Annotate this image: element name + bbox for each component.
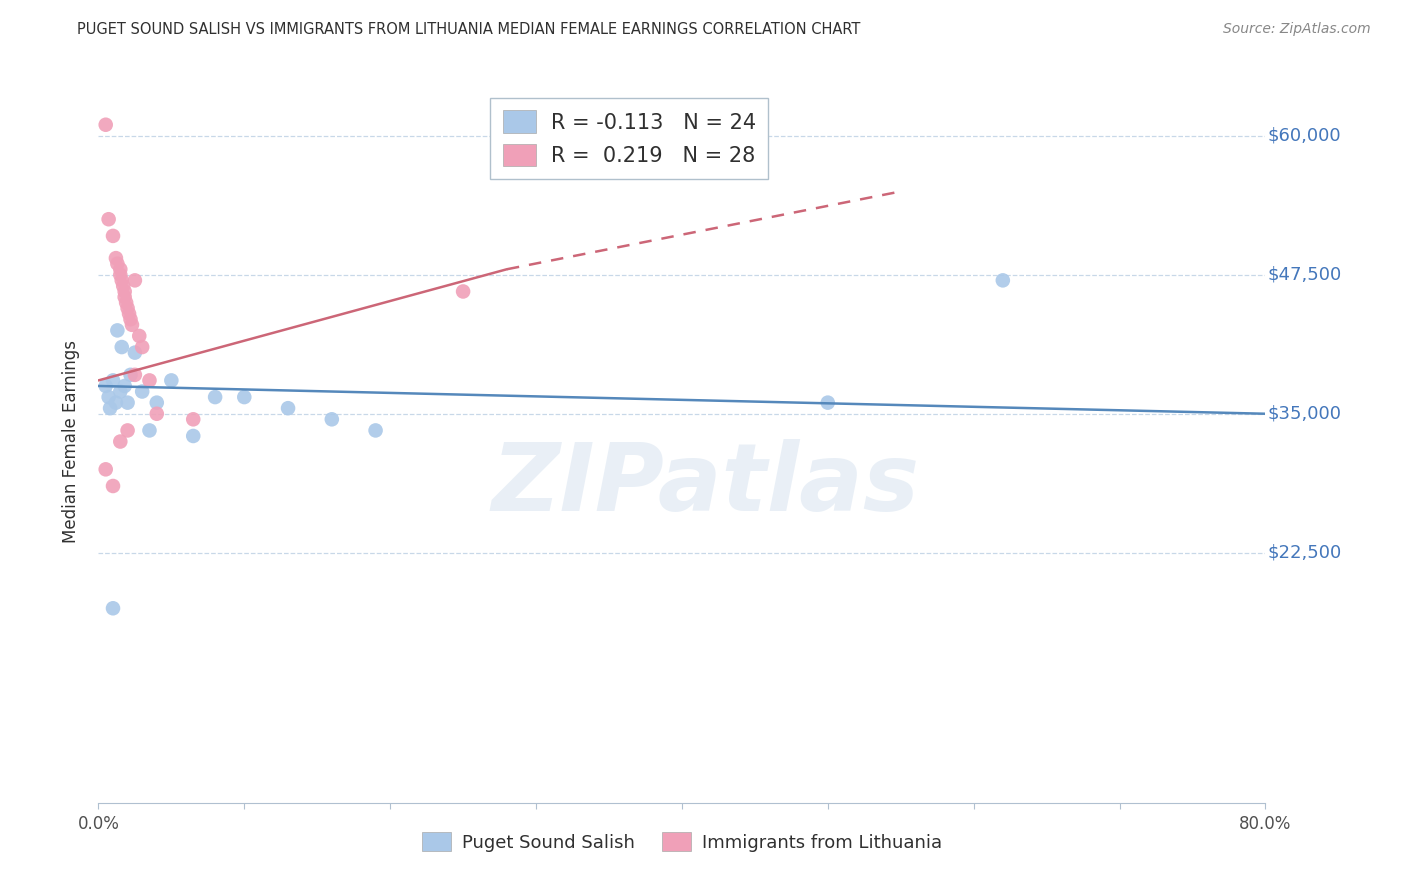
Point bbox=[160, 373, 183, 387]
Point bbox=[111, 340, 134, 354]
Point bbox=[97, 390, 120, 404]
Point bbox=[110, 384, 132, 399]
Point bbox=[115, 295, 138, 310]
Point bbox=[94, 379, 117, 393]
Point bbox=[117, 301, 139, 315]
Point bbox=[364, 424, 387, 438]
Point bbox=[124, 368, 146, 382]
Point bbox=[146, 395, 169, 409]
Point bbox=[117, 395, 139, 409]
Point bbox=[110, 268, 132, 282]
Point bbox=[118, 307, 141, 321]
Point bbox=[120, 312, 142, 326]
Point bbox=[204, 390, 226, 404]
Point bbox=[112, 279, 135, 293]
Point bbox=[991, 273, 1014, 287]
Point bbox=[101, 601, 124, 615]
Legend: Puget Sound Salish, Immigrants from Lithuania: Puget Sound Salish, Immigrants from Lith… bbox=[415, 824, 949, 859]
Point bbox=[181, 412, 204, 426]
Point bbox=[105, 257, 128, 271]
Point bbox=[128, 329, 150, 343]
Text: $60,000: $60,000 bbox=[1268, 127, 1341, 145]
Point bbox=[146, 407, 169, 421]
Point bbox=[120, 368, 142, 382]
Point bbox=[110, 262, 132, 277]
Point bbox=[451, 285, 474, 299]
Y-axis label: Median Female Earnings: Median Female Earnings bbox=[62, 340, 80, 543]
Point bbox=[121, 318, 143, 332]
Point bbox=[138, 373, 160, 387]
Point bbox=[105, 323, 128, 337]
Text: Source: ZipAtlas.com: Source: ZipAtlas.com bbox=[1223, 22, 1371, 37]
Point bbox=[117, 424, 139, 438]
Point bbox=[124, 273, 146, 287]
Point bbox=[124, 345, 146, 359]
Point bbox=[110, 434, 132, 449]
Point bbox=[104, 251, 127, 265]
Point bbox=[181, 429, 204, 443]
Point bbox=[817, 395, 839, 409]
Point bbox=[101, 228, 124, 243]
Point bbox=[94, 462, 117, 476]
Point bbox=[97, 212, 120, 227]
Text: $47,500: $47,500 bbox=[1268, 266, 1341, 284]
Point bbox=[104, 395, 127, 409]
Text: PUGET SOUND SALISH VS IMMIGRANTS FROM LITHUANIA MEDIAN FEMALE EARNINGS CORRELATI: PUGET SOUND SALISH VS IMMIGRANTS FROM LI… bbox=[77, 22, 860, 37]
Text: $35,000: $35,000 bbox=[1268, 405, 1341, 423]
Point bbox=[114, 290, 136, 304]
Point bbox=[101, 479, 124, 493]
Point bbox=[138, 424, 160, 438]
Point bbox=[114, 285, 136, 299]
Point bbox=[131, 340, 153, 354]
Point bbox=[101, 373, 124, 387]
Point bbox=[131, 384, 153, 399]
Point bbox=[277, 401, 299, 416]
Text: ZIPatlas: ZIPatlas bbox=[491, 439, 920, 531]
Point bbox=[98, 401, 121, 416]
Point bbox=[321, 412, 343, 426]
Point bbox=[94, 118, 117, 132]
Point bbox=[111, 273, 134, 287]
Text: $22,500: $22,500 bbox=[1268, 544, 1341, 562]
Point bbox=[233, 390, 256, 404]
Point bbox=[114, 379, 136, 393]
